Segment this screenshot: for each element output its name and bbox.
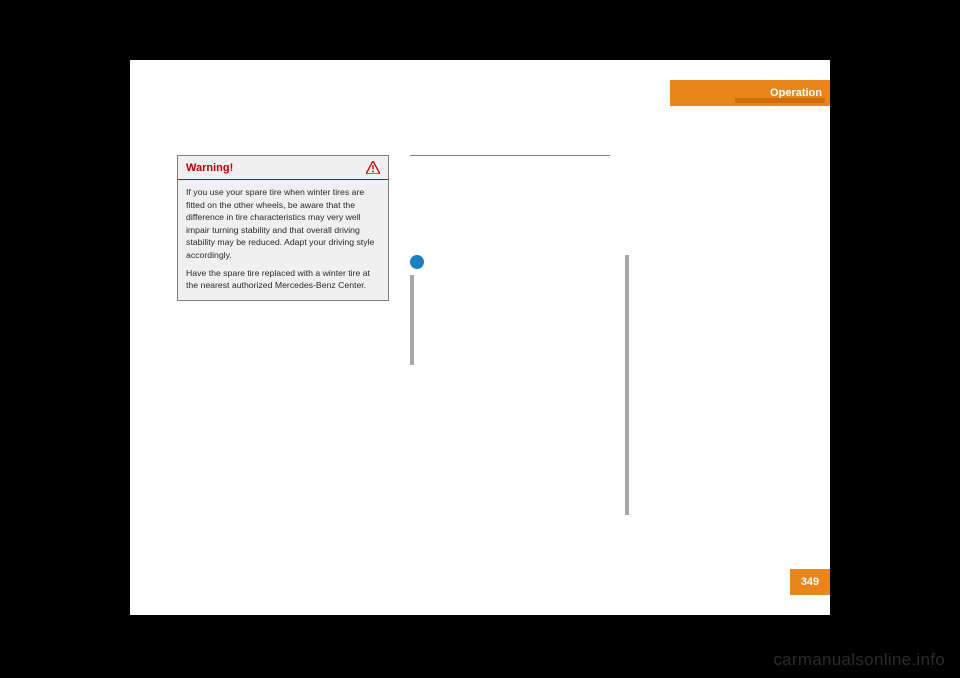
section-tab-accent [735, 98, 825, 103]
warning-triangle-icon [366, 161, 380, 174]
warning-body: If you use your spare tire when winter t… [178, 180, 388, 300]
warning-title: Warning! [186, 162, 233, 174]
manual-page: Operation Warning! If you use your spare… [130, 60, 830, 615]
column-divider [410, 155, 610, 156]
warning-header: Warning! [178, 156, 388, 180]
warning-paragraph: Have the spare tire replaced with a wint… [186, 267, 380, 292]
note-bar [625, 255, 629, 515]
watermark: carmanualsonline.info [773, 650, 945, 670]
section-tab: Operation [670, 80, 830, 106]
page-number-badge: 349 [790, 569, 830, 595]
note-bar [410, 275, 414, 365]
info-icon [410, 255, 424, 269]
warning-paragraph: If you use your spare tire when winter t… [186, 186, 380, 262]
page-number: 349 [801, 576, 819, 588]
warning-box: Warning! If you use your spare tire when… [177, 155, 389, 301]
